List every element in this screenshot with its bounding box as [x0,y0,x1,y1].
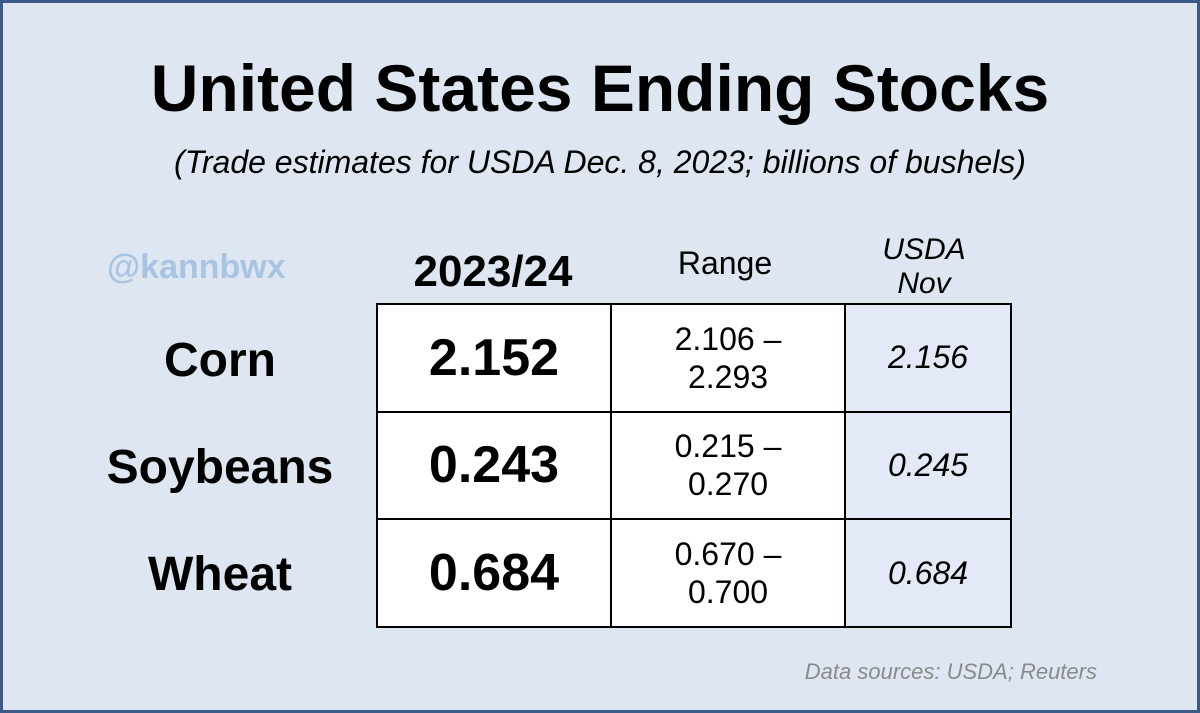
table-row-soybeans: 0.243 0.215 – 0.270 0.245 [376,410,1012,521]
data-source-note: Data sources: USDA; Reuters [804,659,1097,684]
row-label-soybeans: Soybeans [106,441,334,494]
usda-nov-cell: 0.684 [844,518,1012,628]
range-high: 2.293 [687,358,769,395]
column-header-usda-line1: USDA [882,233,966,266]
range-cell: 0.670 – 0.700 [610,518,846,628]
usda-nov-cell: 0.245 [844,410,1012,521]
range-low: 0.215 – [674,428,782,465]
range-low: 2.106 – [674,320,782,357]
watermark-handle: @kannbwx [107,248,286,286]
range-cell: 0.215 – 0.270 [610,410,846,521]
range-cell: 2.106 – 2.293 [610,303,846,413]
column-header-usda-nov: USDA Nov [841,233,1007,301]
page-subtitle: (Trade estimates for USDA Dec. 8, 2023; … [174,144,1026,180]
estimate-cell: 2.152 [376,303,612,413]
column-header-range: Range [677,245,773,281]
estimate-cell: 0.243 [376,410,612,521]
stocks-table: 2.152 2.106 – 2.293 2.156 0.243 0.215 – … [376,303,1012,628]
column-header-usda-line2: Nov [897,267,951,300]
page-title: United States Ending Stocks [150,51,1050,125]
range-high: 0.700 [687,574,769,611]
row-label-wheat: Wheat [148,548,292,601]
range-high: 0.270 [687,466,769,503]
usda-nov-cell: 2.156 [844,303,1012,413]
table-row-wheat: 0.684 0.670 – 0.700 0.684 [376,518,1012,628]
table-row-corn: 2.152 2.106 – 2.293 2.156 [376,303,1012,413]
column-header-year: 2023/24 [413,247,573,296]
row-label-corn: Corn [164,334,276,387]
range-low: 0.670 – [674,536,782,573]
estimate-cell: 0.684 [376,518,612,628]
